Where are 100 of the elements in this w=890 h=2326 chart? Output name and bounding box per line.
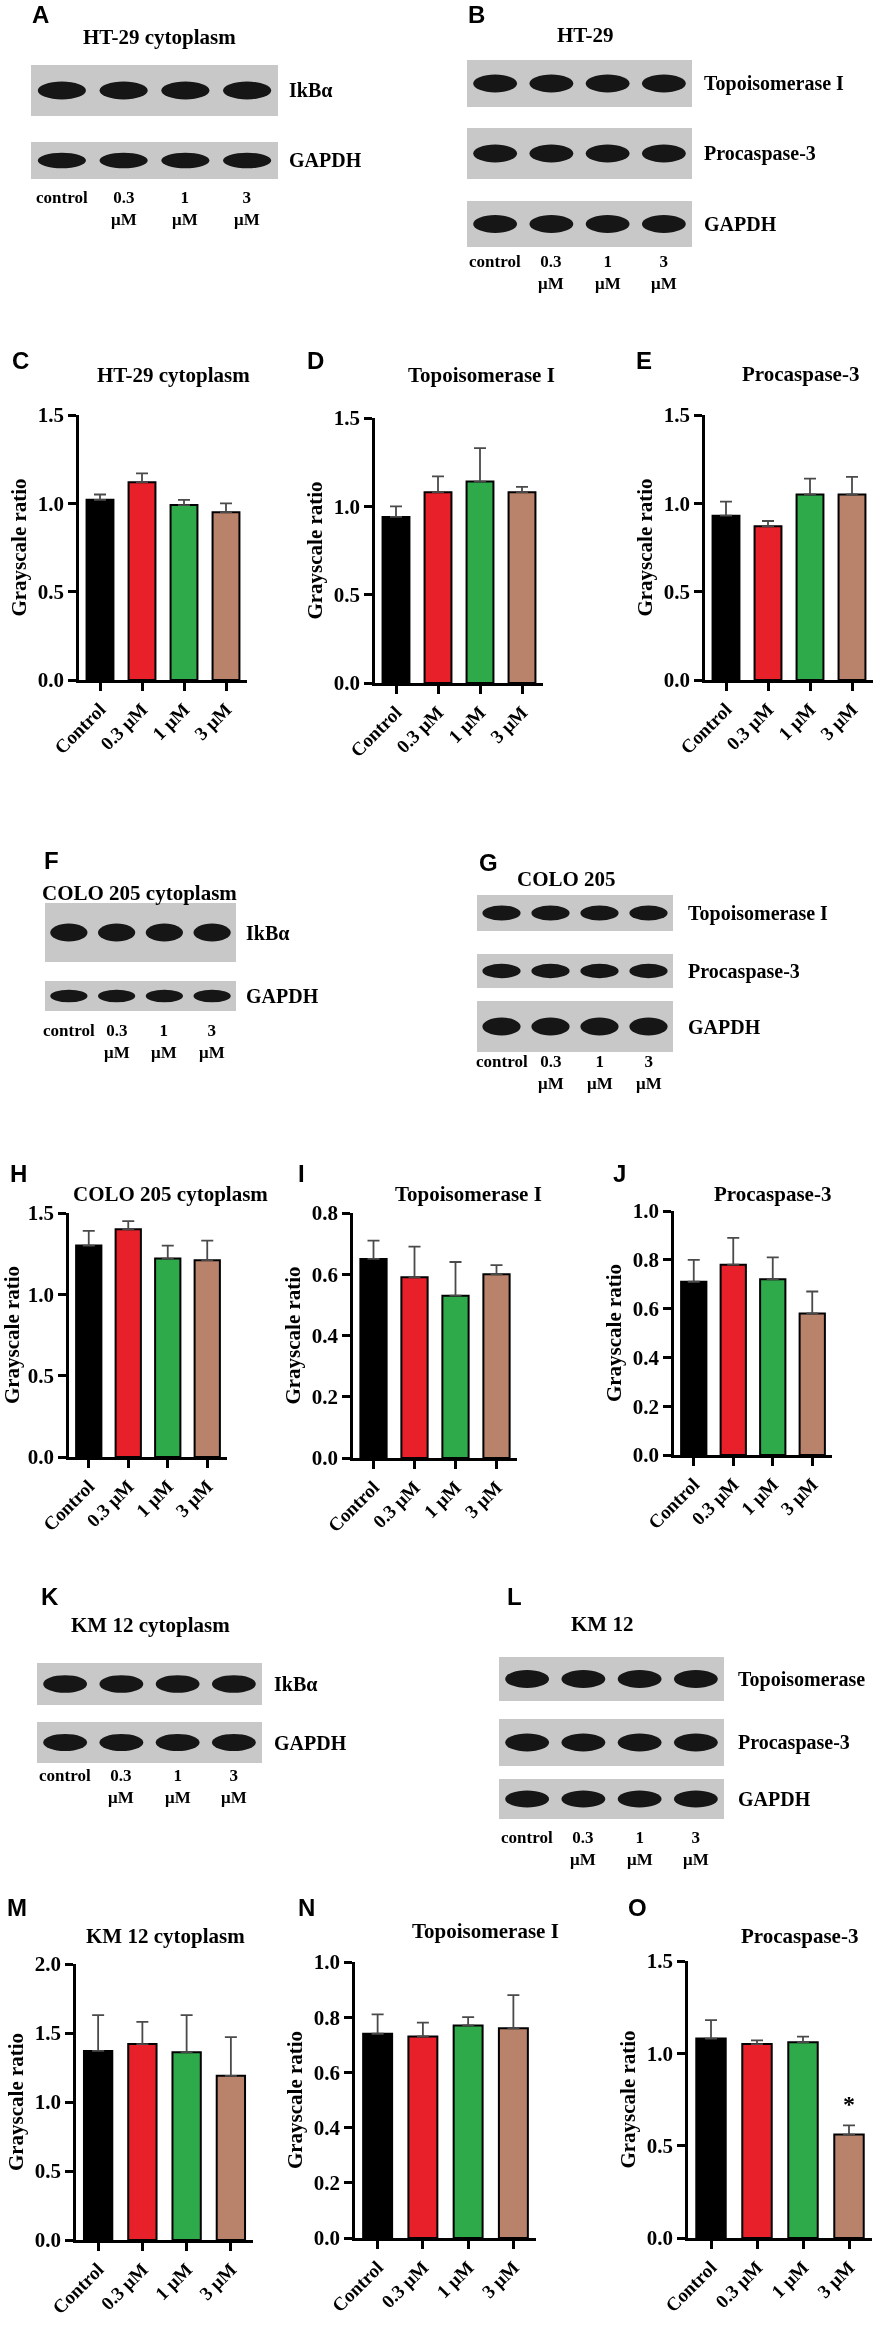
x-tick-label: 1 μM [150,2258,197,2304]
chart-title: Procaspase-3 [714,1182,832,1206]
category-label: control [39,1766,91,1785]
y-tick-label: 0.0 [27,1445,55,1470]
y-tick-label: 1.0 [646,2041,674,2066]
text: D [307,347,325,374]
category-label: control [36,188,88,207]
category-label: 1 μM [587,1052,613,1094]
category-label: Procaspase-3 [688,960,800,982]
text: B [468,1,486,28]
category-label: 0.3 μM [111,188,137,230]
text: H [10,1160,28,1187]
category-label: GAPDH [704,213,777,235]
y-tick-label: 0.6 [313,2060,341,2085]
y-tick-label: 0.6 [632,1296,660,1321]
y-tick-label: 1.5 [34,2021,62,2046]
y-tick-label: 0.0 [313,2226,341,2251]
text: E [636,347,653,374]
category-label: IkBα [289,79,333,101]
chart-title: Topoisomerase I [395,1182,542,1206]
category-label: 3 μM [234,188,260,230]
y-tick-label: 0.5 [333,583,361,608]
category-label: GAPDH [289,149,362,171]
y-tick-label: 0.0 [333,671,361,696]
chart-title: Procaspase-3 [742,362,860,386]
text: N [298,1894,316,1921]
text: COLO 205 cytoplasm [42,881,238,905]
chart-title: COLO 205 cytoplasm [73,1182,269,1206]
category-label: 0.3 μM [538,252,564,294]
category-label: Topoisomerase I [688,902,828,924]
y-axis-title: Grayscale ratio [0,1265,24,1405]
category-label: IkBα [246,922,290,944]
y-tick-label: 1.5 [333,406,361,431]
text: F [44,847,59,874]
y-tick-label: 0.4 [311,1323,339,1348]
category-label: GAPDH [688,1016,761,1038]
text: J [613,1160,627,1187]
category-label: 3 μM [221,1766,247,1808]
text: HT-29 [557,23,614,47]
y-tick-label: 0.5 [34,2159,62,2184]
category-label: GAPDH [738,1788,811,1810]
x-tick-label: 1 μM [767,2256,813,2302]
y-tick-label: 0.8 [632,1248,660,1273]
category-label: Topoisomerase I [704,72,844,94]
text: COLO 205 [517,867,616,891]
text: C [12,347,30,374]
y-axis-title: Grayscale ratio [601,1263,626,1403]
category-label: 1 μM [165,1766,191,1808]
y-tick-label: 0.5 [663,580,691,605]
y-axis-title: Grayscale ratio [282,2030,307,2170]
y-tick-label: 1.0 [34,2090,62,2115]
y-tick-label: 0.6 [311,1262,339,1287]
text: L [507,1583,522,1610]
text: M [7,1894,27,1921]
y-tick-label: 1.5 [37,403,65,428]
x-tick-label: 3 μM [813,2256,859,2302]
y-axis-title: Grayscale ratio [302,481,327,620]
x-tick-label: 3 μM [477,2256,523,2302]
category-label: 0.3 μM [570,1828,596,1870]
category-label: Procaspase-3 [704,142,816,164]
category-label: control [476,1052,528,1071]
y-tick-label: 1.0 [663,491,691,516]
y-tick-label: 0.0 [646,2226,674,2251]
category-label: 1 μM [172,188,198,230]
x-tick-label: 3 μM [195,2258,241,2304]
category-label: 1 μM [627,1828,653,1870]
y-tick-label: 0.2 [313,2171,341,2196]
category-label: IkBα [274,1673,318,1695]
y-tick-label: 0.2 [311,1385,339,1410]
chart-title: HT-29 cytoplasm [97,363,251,387]
category-label: 1 μM [151,1021,177,1063]
y-tick-label: 0.0 [37,668,65,693]
y-tick-label: 1.5 [646,1949,674,1974]
y-tick-label: 0.5 [646,2134,674,2159]
y-tick-label: 1.5 [27,1201,55,1226]
text: G [479,849,498,876]
y-tick-label: 0.8 [311,1201,339,1226]
category-label: control [501,1828,553,1847]
text: K [41,1583,59,1610]
category-label: GAPDH [246,985,319,1007]
y-tick-label: 0.5 [27,1364,55,1389]
y-tick-label: 0.0 [34,2228,62,2253]
y-tick-label: 1.0 [313,1950,341,1975]
y-tick-label: 1.0 [333,494,361,519]
y-axis-title: Grayscale ratio [615,2030,640,2169]
category-label: 0.3 μM [104,1021,130,1063]
x-tick-label: 1 μM [432,2256,478,2302]
chart-title: Procaspase-3 [741,1924,859,1948]
y-tick-label: 2.0 [34,1952,62,1977]
category-label: GAPDH [274,1732,347,1754]
category-label: 3 μM [683,1828,709,1870]
y-tick-label: 1.0 [37,491,65,516]
y-tick-label: 0.0 [311,1446,339,1471]
y-axis-title: Grayscale ratio [6,478,31,617]
category-label: 3 μM [651,252,677,294]
chart-title: KM 12 cytoplasm [86,1924,246,1948]
y-tick-label: 1.0 [632,1199,660,1224]
y-tick-label: 0.4 [632,1345,660,1370]
chart-title: Topoisomerase I [408,363,555,387]
y-tick-label: 0.0 [663,668,691,693]
